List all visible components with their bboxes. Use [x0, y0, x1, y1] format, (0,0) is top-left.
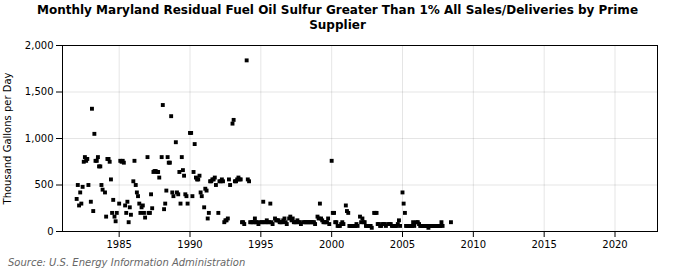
svg-text:2000: 2000: [319, 239, 344, 250]
svg-text:Thousand Gallons per Day: Thousand Gallons per Day: [2, 72, 13, 205]
svg-text:2,000: 2,000: [25, 40, 54, 51]
html-text:Source: U.S. Energy Informatio: Source: U.S. Energy Information Administ…: [8, 257, 246, 268]
svg-text:1985: 1985: [106, 239, 131, 250]
svg-text:2015: 2015: [531, 239, 556, 250]
svg-text:1990: 1990: [177, 239, 202, 250]
svg-text:1,500: 1,500: [25, 86, 54, 97]
html-text:Monthly Maryland Residual Fuel: Monthly Maryland Residual Fuel Oil Sulfu…: [37, 3, 638, 32]
svg-text:1995: 1995: [248, 239, 273, 250]
svg-text:2005: 2005: [390, 239, 415, 250]
svg-text:0: 0: [47, 226, 53, 237]
svg-text:500: 500: [34, 179, 53, 190]
svg-text:1,000: 1,000: [25, 133, 54, 144]
svg-text:2010: 2010: [461, 239, 486, 250]
svg-text:2020: 2020: [602, 239, 627, 250]
